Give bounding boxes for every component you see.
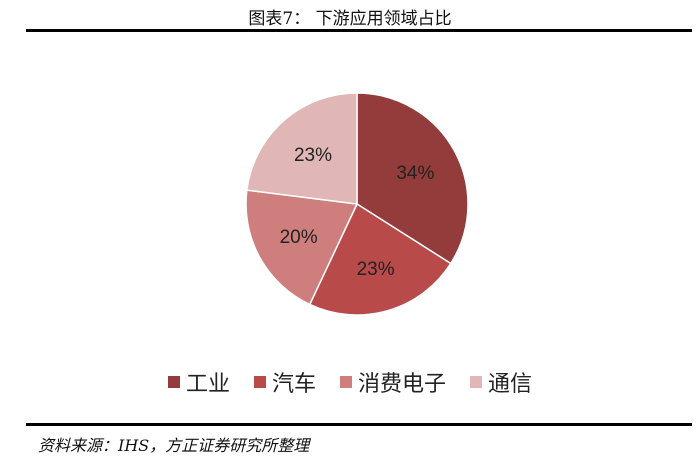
pie-slice-3 xyxy=(246,92,358,205)
legend-swatch xyxy=(167,376,180,388)
data-label: 20% xyxy=(280,227,318,248)
legend-item: 工业 xyxy=(167,366,230,398)
legend-item: 通信 xyxy=(470,366,532,398)
pie-slice-1 xyxy=(308,202,452,316)
legend-label: 通信 xyxy=(488,372,533,397)
legend: 工业 汽车 消费电子 通信 xyxy=(0,366,700,398)
top-rule xyxy=(26,29,692,32)
legend-label: 消费电子 xyxy=(358,372,447,397)
source-note: 资料来源：IHS，方正证券研究所整理 xyxy=(38,436,310,455)
legend-label: 工业 xyxy=(185,372,230,397)
legend-item: 消费电子 xyxy=(340,366,446,398)
legend-swatch xyxy=(253,376,266,388)
legend-swatch xyxy=(470,376,483,388)
data-label: 23% xyxy=(294,145,332,166)
legend-label: 汽车 xyxy=(271,372,316,397)
pie-slice-2 xyxy=(245,189,359,306)
legend-item: 汽车 xyxy=(253,366,316,398)
legend-swatch xyxy=(340,376,352,388)
bottom-rule xyxy=(26,423,692,426)
data-label: 34% xyxy=(396,163,434,184)
figure-title: 图表7： 下游应用领域占比 xyxy=(248,9,452,29)
data-label: 23% xyxy=(357,259,395,280)
